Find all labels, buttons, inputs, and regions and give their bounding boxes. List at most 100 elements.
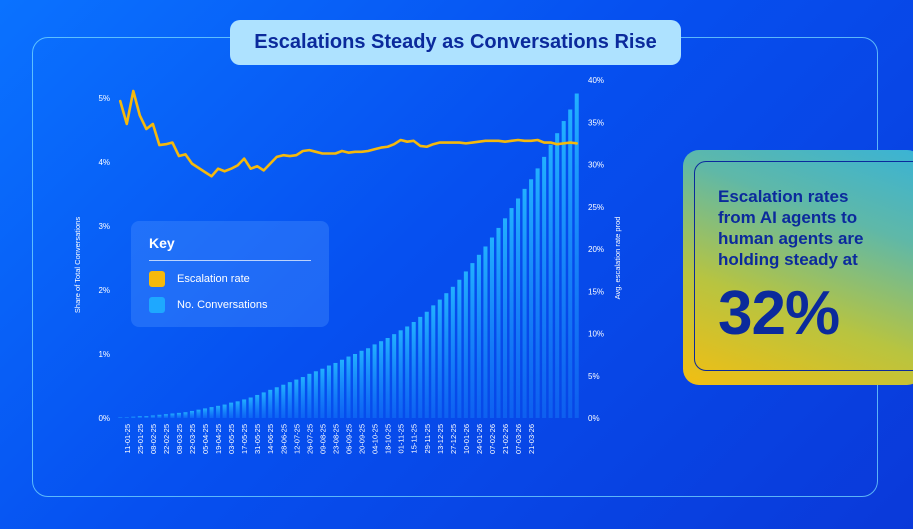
bar-14 — [209, 407, 214, 418]
bar-48 — [431, 305, 436, 418]
y2-tick-label: 40% — [588, 76, 604, 85]
x-tick-label: 23-08-25 — [332, 424, 341, 454]
bar-22 — [261, 392, 266, 418]
y-axis-label: Share of Total Conversations — [73, 217, 82, 313]
bar-70 — [574, 93, 579, 419]
bar-61 — [516, 198, 521, 418]
bar-26 — [287, 382, 292, 418]
legend-swatch-conversations — [149, 297, 165, 313]
y2-tick-label: 10% — [588, 330, 604, 339]
bar-36 — [353, 354, 358, 418]
bar-33 — [333, 362, 338, 418]
x-tick-label: 22-03-25 — [188, 424, 197, 454]
callout-text: Escalation rates from AI agents to human… — [718, 187, 864, 269]
y-tick-label: 1% — [98, 350, 110, 359]
bar-13 — [203, 408, 208, 418]
x-tick-label: 09-08-25 — [318, 424, 327, 454]
bar-40 — [379, 341, 384, 418]
x-tick-label: 04-10-25 — [371, 424, 380, 454]
bar-47 — [424, 311, 429, 418]
bar-56 — [483, 246, 488, 418]
bar-3 — [137, 416, 142, 418]
x-tick-label: 27-12-25 — [449, 424, 458, 454]
bar-63 — [529, 179, 534, 418]
x-tick-label: 14-06-25 — [266, 424, 275, 454]
bar-41 — [385, 338, 390, 418]
x-tick-label: 26-07-25 — [305, 424, 314, 454]
bar-60 — [509, 208, 514, 418]
bar-45 — [411, 322, 416, 418]
bar-58 — [496, 227, 501, 418]
bar-32 — [326, 365, 331, 418]
x-tick-label: 03-05-25 — [227, 424, 236, 454]
x-tick-label: 08-03-25 — [175, 424, 184, 454]
bar-62 — [522, 188, 527, 418]
bar-21 — [255, 394, 260, 418]
y-tick-label: 5% — [98, 94, 110, 103]
bar-15 — [216, 405, 221, 418]
x-tick-label: 01-11-25 — [397, 424, 406, 453]
bar-27 — [294, 379, 299, 418]
legend-title: Key — [149, 235, 311, 261]
bar-68 — [561, 121, 566, 418]
x-tick-label: 12-07-25 — [292, 424, 301, 454]
x-tick-label: 25-01-25 — [136, 424, 145, 454]
bar-16 — [222, 404, 227, 418]
bar-50 — [444, 293, 449, 418]
bar-25 — [281, 384, 286, 418]
bar-2 — [131, 416, 136, 418]
x-tick-label: 08-02-25 — [149, 424, 158, 454]
x-tick-label: 21-02-26 — [501, 424, 510, 454]
y2-tick-label: 25% — [588, 203, 604, 212]
bar-6 — [157, 414, 162, 418]
bar-43 — [398, 330, 403, 418]
bar-66 — [548, 144, 553, 418]
bar-67 — [555, 133, 560, 418]
legend: Key Escalation rate No. Conversations — [131, 221, 329, 327]
chart-title: Escalations Steady as Conversations Rise — [230, 20, 681, 65]
legend-label-escalation: Escalation rate — [177, 273, 250, 285]
bar-18 — [235, 401, 240, 418]
bar-49 — [437, 299, 442, 418]
x-tick-label: 29-11-25 — [423, 424, 432, 453]
x-tick-label: 05-04-25 — [201, 424, 210, 454]
x-tick-label: 28-06-25 — [279, 424, 288, 454]
y-tick-label: 0% — [98, 414, 110, 423]
callout-card: Escalation rates from AI agents to human… — [683, 150, 913, 385]
y2-tick-label: 0% — [588, 414, 600, 423]
x-tick-label: 22-02-25 — [162, 424, 171, 454]
bar-51 — [450, 286, 455, 418]
x-tick-label: 13-12-25 — [436, 424, 445, 454]
bar-4 — [144, 416, 149, 418]
bar-0 — [118, 417, 123, 418]
axes: 0% 1% 2% 3% 4% 5% 0% 5% 10% 15% 20% 25% 30% 35% 40% 11-… — [98, 76, 604, 454]
bar-34 — [339, 359, 344, 418]
y2-tick-label: 15% — [588, 287, 604, 296]
bar-31 — [320, 368, 325, 418]
x-tick-label: 11-01-25 — [123, 424, 132, 453]
y-tick-label: 2% — [98, 286, 110, 295]
bar-7 — [163, 414, 168, 418]
bar-17 — [229, 402, 234, 418]
y2-axis-label: Avg. escalation rate prod — [613, 217, 622, 300]
x-tick-label: 18-10-25 — [384, 424, 393, 454]
bar-9 — [176, 412, 181, 418]
x-tick-label: 20-09-25 — [358, 424, 367, 454]
x-tick-label: 07-03-26 — [514, 424, 523, 454]
bar-12 — [196, 409, 201, 418]
escalation-rate-line — [118, 89, 579, 178]
bar-1 — [124, 417, 129, 418]
x-tick-label: 17-05-25 — [240, 424, 249, 454]
callout-value: 32% — [718, 279, 840, 348]
x-tick-label: 19-04-25 — [214, 424, 223, 454]
bar-19 — [242, 399, 247, 418]
legend-swatch-escalation — [149, 271, 165, 287]
bar-8 — [170, 413, 175, 418]
x-tick-label: 06-09-25 — [345, 424, 354, 454]
x-tick-label: 31-05-25 — [253, 424, 262, 454]
bar-57 — [489, 237, 494, 418]
y2-tick-label: 20% — [588, 245, 604, 254]
y-tick-label: 3% — [98, 222, 110, 231]
bar-64 — [535, 168, 540, 418]
bar-37 — [359, 350, 364, 418]
